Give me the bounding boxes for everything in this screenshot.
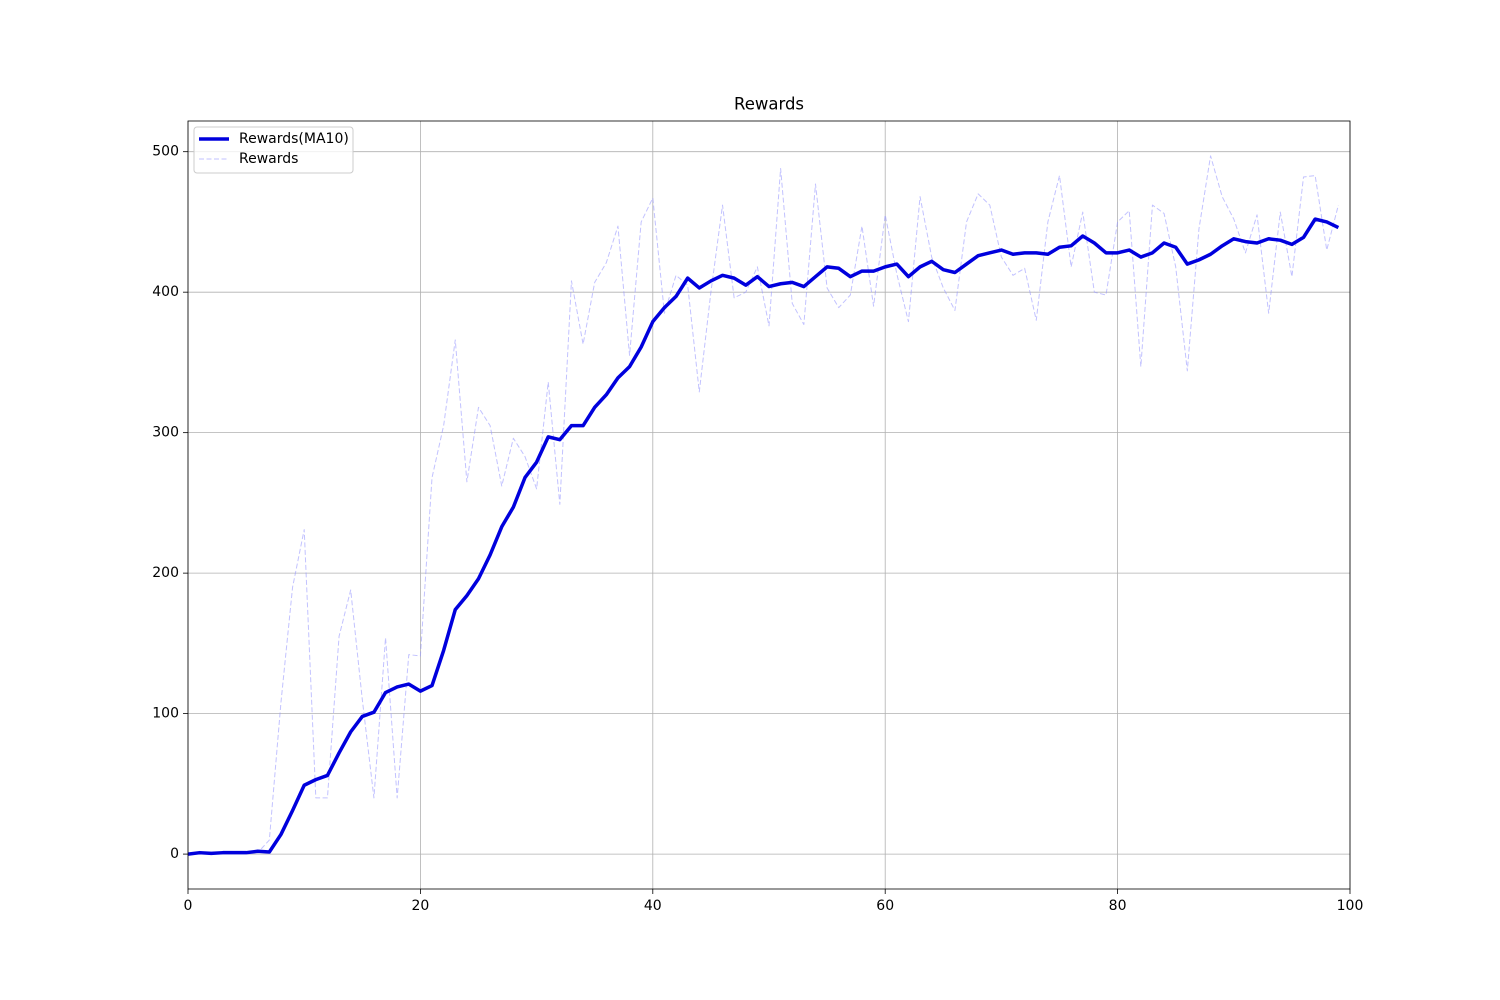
y-tick-label: 300 (152, 425, 179, 441)
legend-label: Rewards(MA10) (239, 131, 349, 147)
x-tick-label: 0 (184, 898, 193, 914)
legend-label: Rewards (239, 151, 298, 167)
x-tick-label: 100 (1337, 898, 1364, 914)
series-line (188, 217, 1340, 856)
x-tick-label: 20 (411, 898, 429, 914)
y-tick-label: 400 (152, 284, 179, 300)
plot-frame (187, 120, 1351, 890)
y-tick-label: 200 (152, 565, 179, 581)
y-tick-label: 500 (152, 144, 179, 160)
x-tick-label: 60 (876, 898, 894, 914)
series-line (188, 155, 1339, 855)
x-tick-label: 80 (1109, 898, 1127, 914)
y-tick-label: 100 (152, 706, 179, 722)
x-tick-label: 40 (644, 898, 662, 914)
chart-title: Rewards (734, 95, 804, 114)
legend-box (193, 126, 354, 174)
y-tick-label: 0 (170, 846, 179, 862)
